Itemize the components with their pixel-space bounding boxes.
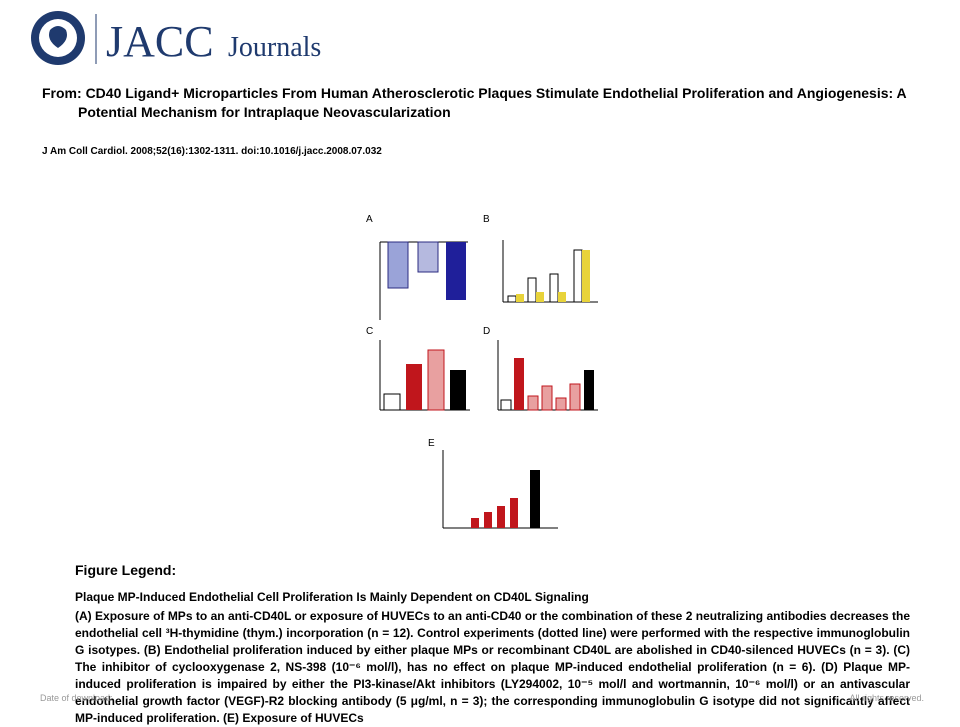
bar bbox=[510, 498, 518, 528]
panel-d: D bbox=[483, 326, 598, 411]
bar bbox=[446, 242, 466, 300]
bar bbox=[530, 470, 540, 528]
panel-c: C bbox=[366, 326, 470, 411]
bar bbox=[484, 512, 492, 528]
logo: JACC Journals bbox=[31, 11, 321, 66]
bar bbox=[541, 385, 553, 411]
bar bbox=[450, 370, 466, 410]
from-label: From: bbox=[42, 85, 82, 101]
title-text: CD40 Ligand+ Microparticles From Human A… bbox=[78, 85, 907, 120]
bar bbox=[383, 393, 401, 411]
bar bbox=[471, 518, 479, 528]
bar bbox=[573, 249, 583, 303]
panel-letter: A bbox=[366, 214, 373, 225]
bar bbox=[497, 506, 505, 528]
seal-heart bbox=[49, 26, 67, 48]
citation: J Am Coll Cardiol. 2008;52(16):1302-1311… bbox=[42, 146, 382, 157]
legend-subtitle: Plaque MP-Induced Endothelial Cell Proli… bbox=[75, 590, 589, 604]
brand-suffix: Journals bbox=[228, 32, 321, 63]
panel-letter: B bbox=[483, 214, 490, 225]
bar bbox=[555, 397, 567, 411]
bar bbox=[427, 349, 445, 411]
legend-text: (A) Exposure of MPs to an anti-CD40L or … bbox=[75, 609, 910, 725]
footer-right: All rights reserved. bbox=[849, 693, 924, 703]
panel-letter: E bbox=[428, 438, 435, 449]
bar bbox=[558, 292, 566, 302]
panel-b: B bbox=[483, 214, 598, 303]
bar bbox=[387, 241, 409, 289]
bar bbox=[584, 370, 594, 410]
bar bbox=[507, 295, 517, 303]
bar bbox=[527, 277, 537, 303]
bar bbox=[406, 364, 422, 410]
panel-letter: D bbox=[483, 326, 490, 337]
panel-a: A bbox=[366, 214, 468, 320]
bar bbox=[582, 250, 590, 302]
bar bbox=[417, 241, 439, 273]
brand: JACC bbox=[106, 17, 214, 66]
bar bbox=[500, 399, 512, 411]
panel-e: E bbox=[428, 438, 558, 529]
bar bbox=[536, 292, 544, 302]
panel-letter: C bbox=[366, 326, 373, 337]
footer-left: Date of download: bbox=[40, 693, 113, 703]
figure: A B C D E bbox=[366, 214, 598, 529]
bar bbox=[516, 294, 524, 302]
bar bbox=[514, 358, 524, 410]
bar bbox=[569, 383, 581, 411]
bar bbox=[527, 395, 539, 411]
legend-heading: Figure Legend: bbox=[75, 562, 177, 578]
bar bbox=[549, 273, 559, 303]
article-title: From: CD40 Ligand+ Microparticles From H… bbox=[42, 84, 938, 122]
